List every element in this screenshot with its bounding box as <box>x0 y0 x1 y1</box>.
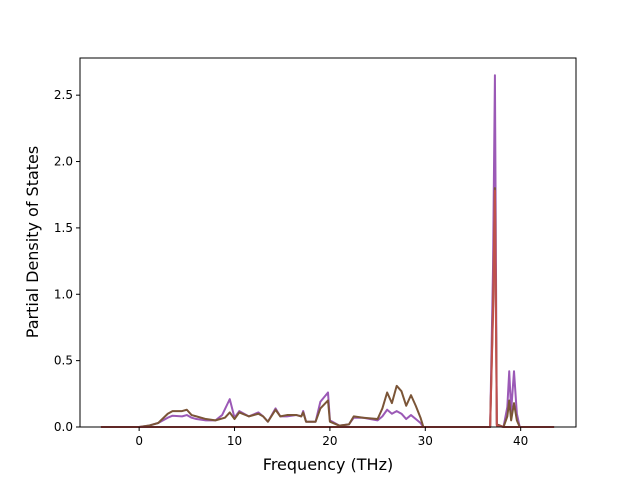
y-tick-label: 0.5 <box>54 354 73 368</box>
y-tick-label: 0.0 <box>54 420 73 434</box>
x-axis-ticks: 0 10 20 30 40 <box>135 427 528 448</box>
y-tick-label: 2.5 <box>54 88 73 102</box>
series-line-2 <box>100 187 555 428</box>
series-line-1 <box>100 74 555 428</box>
y-tick-label: 2.0 <box>54 155 73 169</box>
plot-area-frame <box>79 57 577 428</box>
x-tick-label: 30 <box>418 434 433 448</box>
series-layer <box>100 74 555 428</box>
y-axis-ticks: 0.0 0.5 1.0 1.5 2.0 2.5 <box>54 88 80 434</box>
x-tick-label: 40 <box>513 434 528 448</box>
y-axis-title: Partial Density of States <box>23 146 42 338</box>
x-axis-title: Frequency (THz) <box>263 455 393 474</box>
y-tick-label: 1.5 <box>54 221 73 235</box>
x-tick-label: 20 <box>322 434 337 448</box>
y-tick-label: 1.0 <box>54 287 73 301</box>
series-line-3 <box>100 189 555 428</box>
x-tick-label: 0 <box>135 434 143 448</box>
x-tick-label: 10 <box>227 434 242 448</box>
